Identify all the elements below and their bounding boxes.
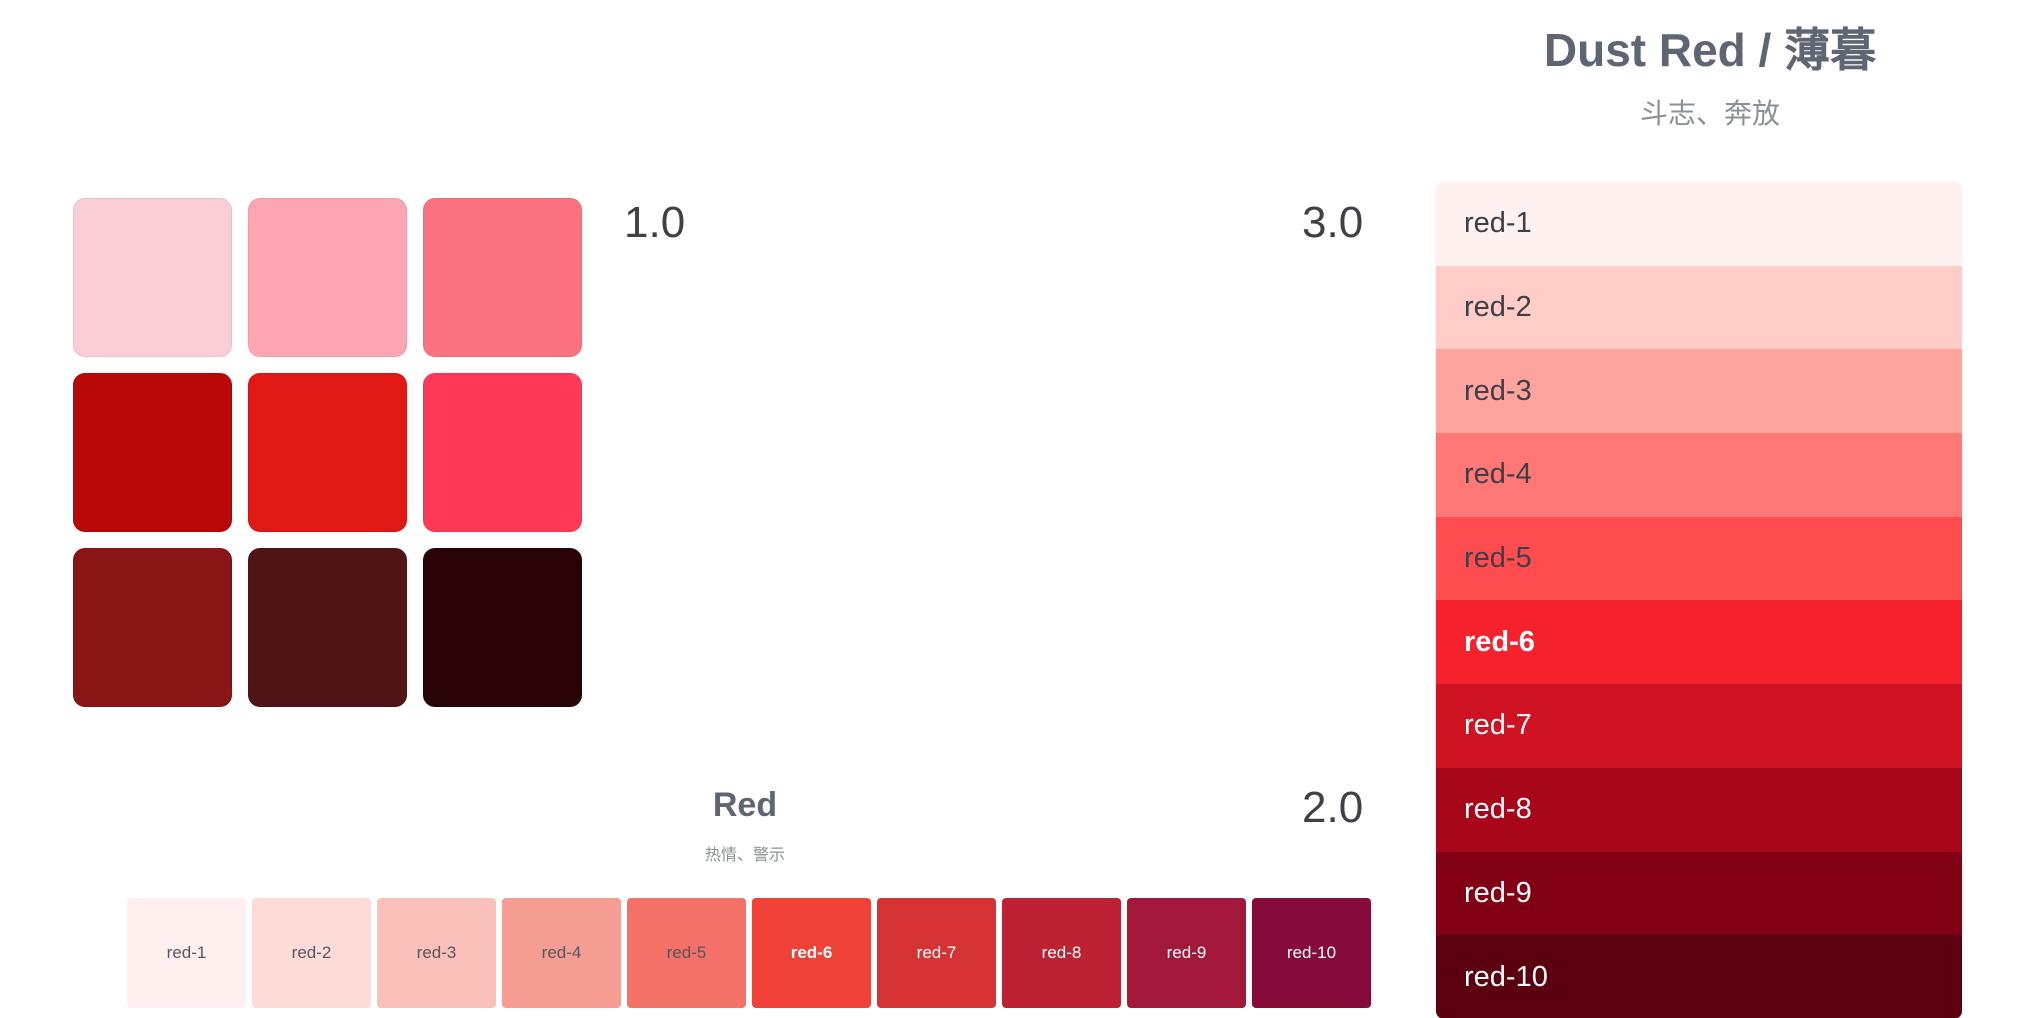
grid-swatch bbox=[248, 198, 407, 357]
red-swatch: red-2 bbox=[252, 898, 371, 1008]
red-swatch: red-8 bbox=[1002, 898, 1121, 1008]
red-swatch: red-7 bbox=[877, 898, 996, 1008]
red-swatch: red-1 bbox=[127, 898, 246, 1008]
palette-row: red-1 bbox=[1436, 182, 1962, 266]
dust-red-palette: red-1 red-2 red-3 red-4 red-5 red-6 red-… bbox=[1436, 182, 1962, 1018]
red-swatch: red-5 bbox=[627, 898, 746, 1008]
red-subtitle: 热情、警示 bbox=[704, 847, 785, 864]
color-grid bbox=[73, 198, 583, 708]
grid-swatch bbox=[73, 548, 232, 707]
red-swatch-strip: red-1 red-2 red-3 red-4 red-5 red-6 red-… bbox=[127, 898, 1371, 1008]
grid-swatch bbox=[248, 548, 407, 707]
palette-row: red-7 bbox=[1436, 684, 1962, 768]
red-swatch: red-6 bbox=[752, 898, 871, 1008]
palette-row: red-8 bbox=[1436, 767, 1962, 852]
grid-swatch bbox=[73, 373, 232, 532]
palette-row: red-3 bbox=[1436, 349, 1962, 434]
grid-swatch bbox=[423, 548, 582, 707]
grid-swatch bbox=[423, 373, 582, 532]
version-label-1: 1.0 bbox=[624, 198, 686, 247]
version-label-3: 3.0 bbox=[1302, 198, 1364, 247]
palette-row: red-10 bbox=[1436, 935, 1962, 1018]
palette-row: red-5 bbox=[1436, 516, 1962, 601]
grid-swatch bbox=[73, 198, 232, 357]
grid-swatch bbox=[248, 373, 407, 532]
grid-swatch bbox=[423, 198, 582, 357]
red-swatch: red-3 bbox=[377, 898, 496, 1008]
red-swatch: red-4 bbox=[502, 898, 621, 1008]
palette-row: red-9 bbox=[1436, 851, 1962, 936]
dust-red-subtitle: 斗志、奔放 bbox=[1639, 98, 1780, 129]
palette-row: red-2 bbox=[1436, 265, 1962, 350]
red-title: Red bbox=[712, 786, 778, 824]
dust-red-title: Dust Red / 薄暮 bbox=[1543, 24, 1877, 76]
red-swatch: red-9 bbox=[1127, 898, 1246, 1008]
version-label-2: 2.0 bbox=[1302, 783, 1364, 832]
red-swatch: red-10 bbox=[1252, 898, 1371, 1008]
palette-row: red-4 bbox=[1436, 433, 1962, 517]
palette-row: red-6 bbox=[1436, 600, 1962, 685]
